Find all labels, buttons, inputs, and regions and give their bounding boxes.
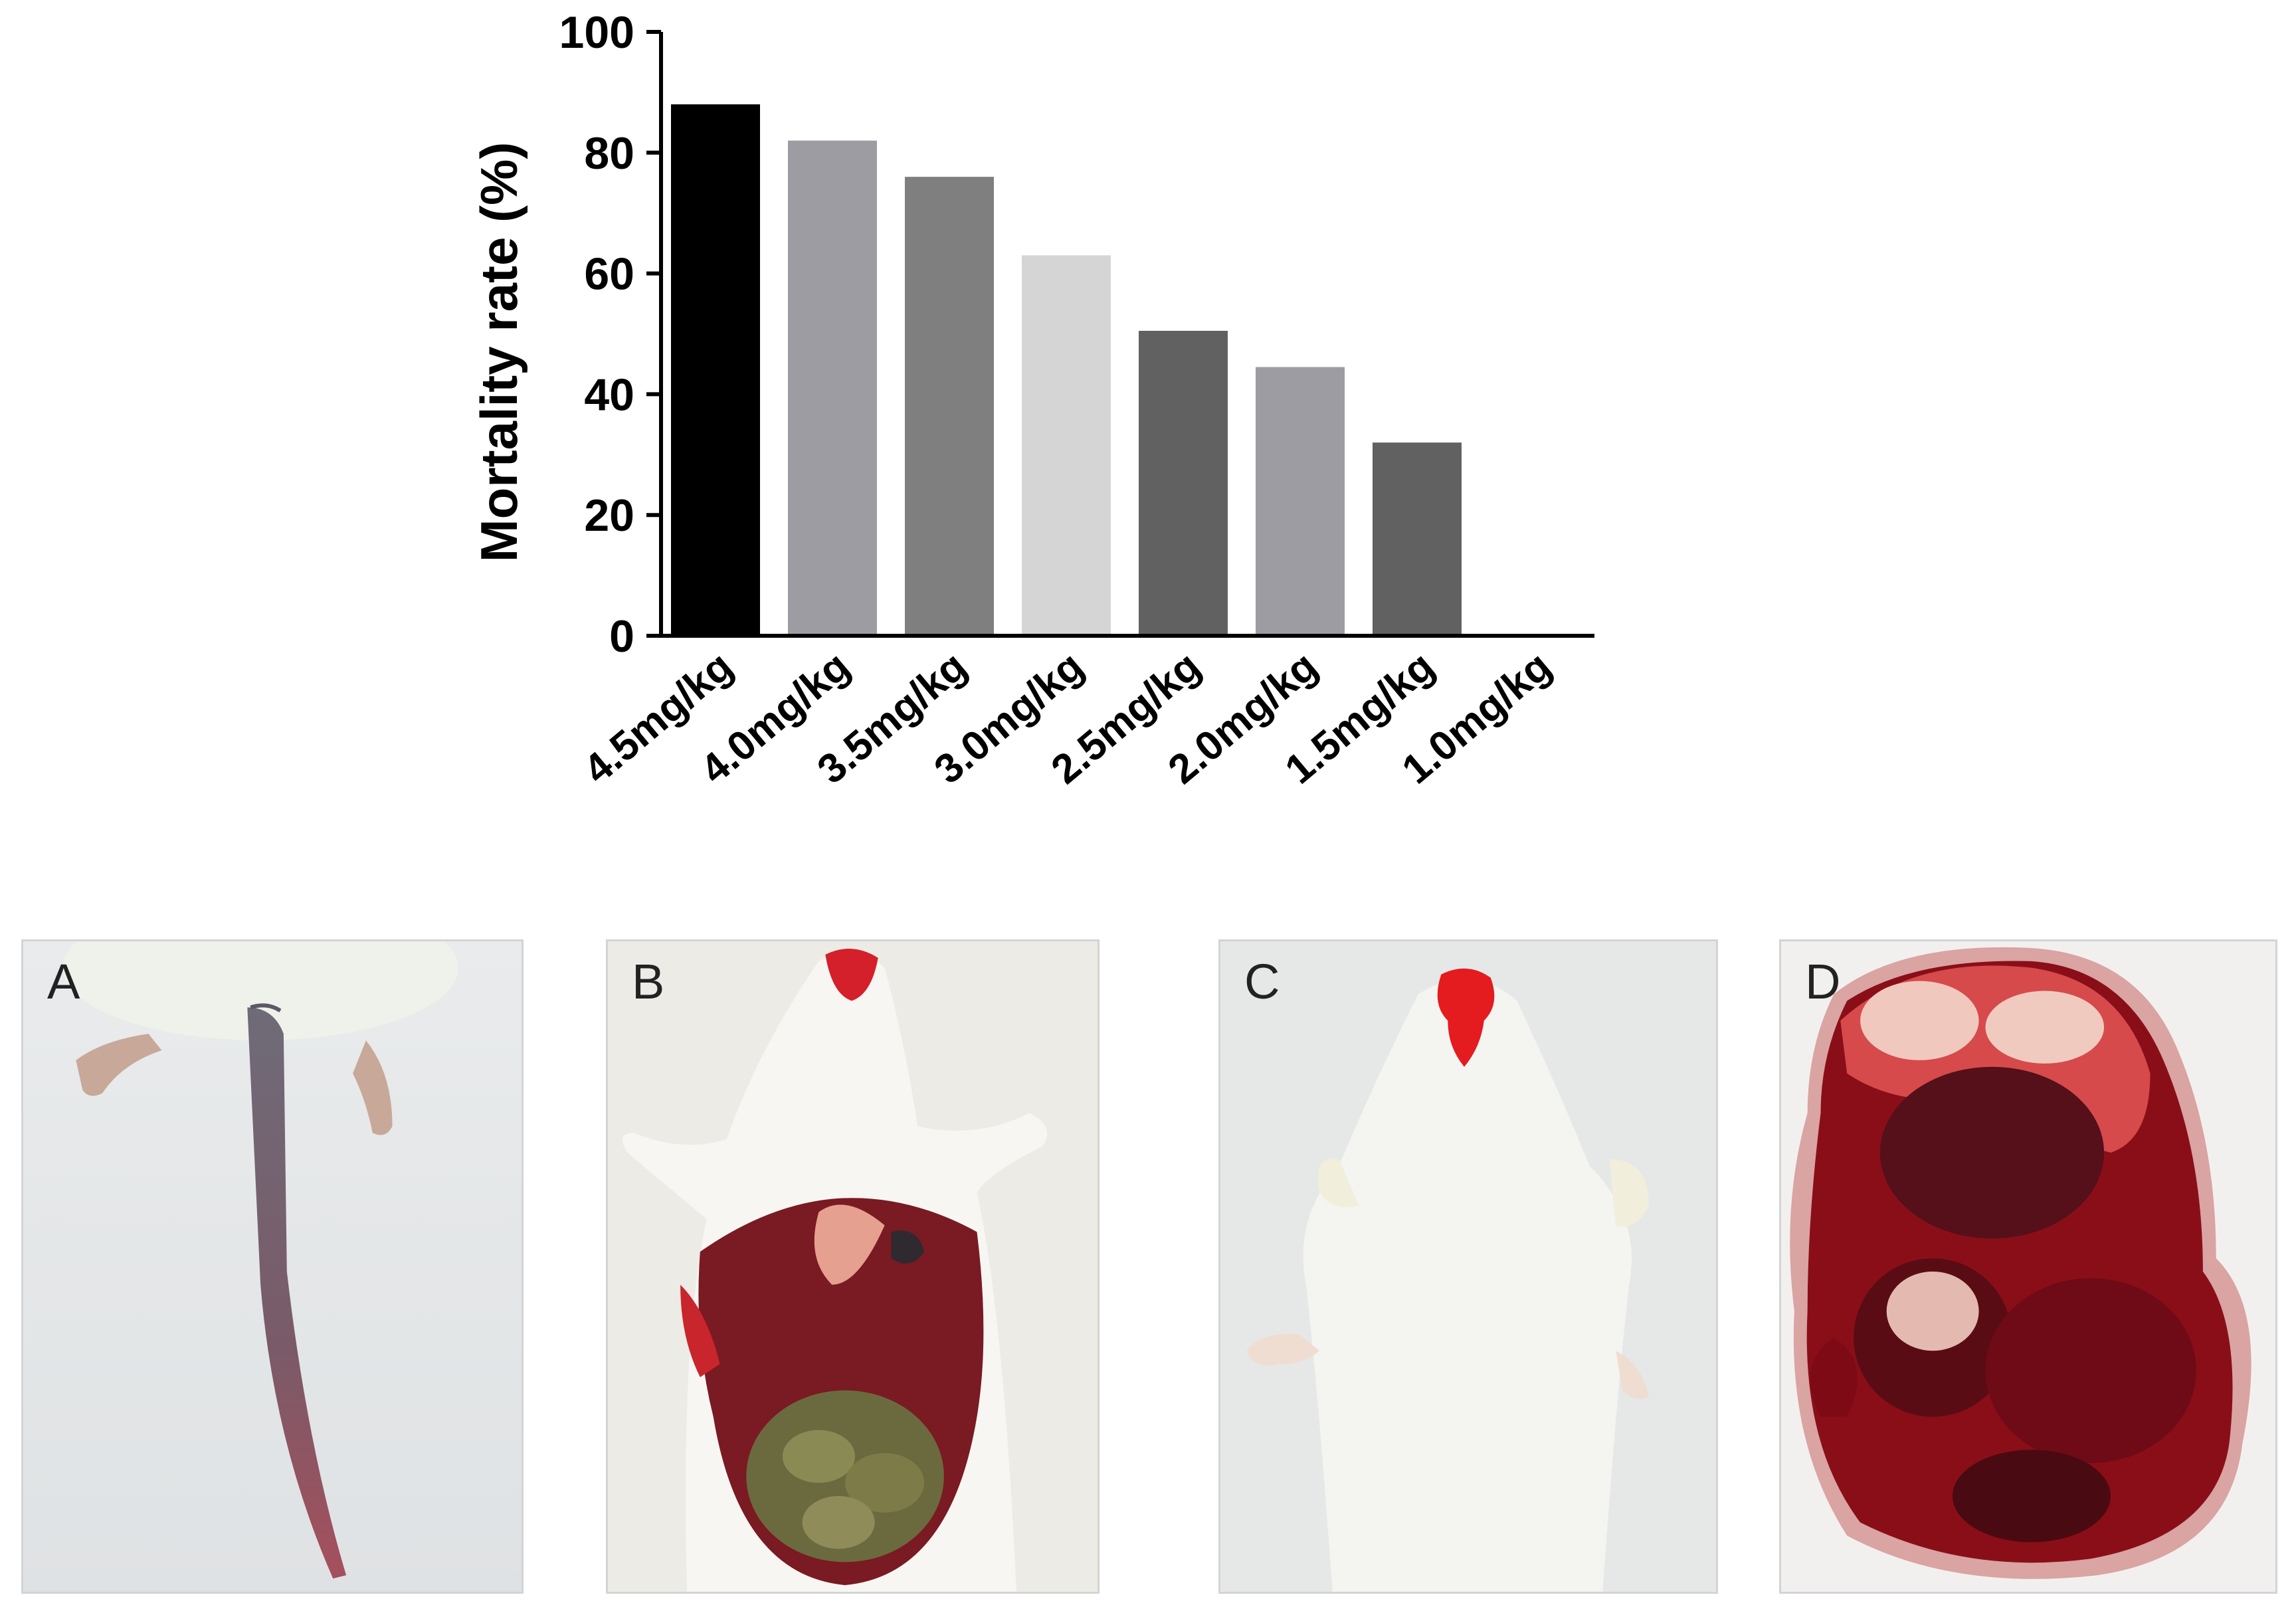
bar-2-5mg-kg <box>1139 330 1228 636</box>
bars <box>671 104 1462 636</box>
y-tick-label: 100 <box>559 7 634 58</box>
y-tick-label: 40 <box>584 369 634 420</box>
panel-label-b: B <box>632 954 665 1009</box>
panel-label-a: A <box>47 954 80 1009</box>
panel-b: B <box>606 939 1100 1594</box>
rat-tail-photo <box>23 941 522 1592</box>
bar-3-0mg-kg <box>1022 255 1111 636</box>
y-tick-label: 0 <box>609 611 634 662</box>
mortality-bar-chart: 0 20 40 60 80 100 4.5mg/kg4.0mg/kg3.5mg/kg3.0… <box>470 7 1594 793</box>
x-axis: 4.5mg/kg4.0mg/kg3.5mg/kg3.0mg/kg2.5mg/kg… <box>575 634 1594 793</box>
panel-d: D <box>1779 939 2277 1594</box>
bar-2-0mg-kg <box>1256 367 1345 636</box>
panel-label-d: D <box>1805 954 1841 1009</box>
y-tick-label: 60 <box>584 249 634 300</box>
y-tick-label: 80 <box>584 128 634 179</box>
y-tick-label: 20 <box>584 490 634 541</box>
rat-dissected-abdomen-photo <box>608 941 1098 1592</box>
rat-bleeding-nose-photo <box>1220 941 1716 1592</box>
bar-1-5mg-kg <box>1373 442 1462 636</box>
panel-label-c: C <box>1244 954 1280 1009</box>
bar-4-5mg-kg <box>671 104 760 636</box>
panel-a: A <box>21 939 524 1594</box>
bar-4-0mg-kg <box>788 140 877 636</box>
y-axis: 0 20 40 60 80 100 <box>559 7 663 662</box>
bar-3-5mg-kg <box>905 177 994 636</box>
panel-c: C <box>1218 939 1718 1594</box>
hemorrhagic-organ-photo <box>1781 941 2275 1592</box>
y-axis-label: Mortality rate (%) <box>470 142 528 563</box>
